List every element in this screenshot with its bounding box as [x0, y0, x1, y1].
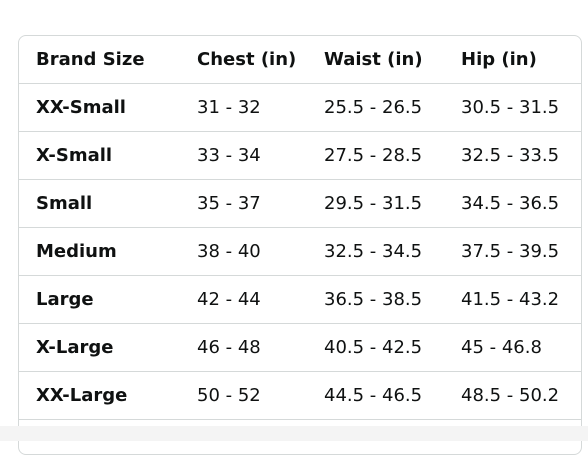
measure-cell: 48.5 - 50.2 [461, 371, 581, 420]
size-name-cell: Small [19, 179, 197, 228]
bottom-strip [0, 426, 588, 441]
header-row: Brand Size Chest (in) Waist (in) Hip (in) [19, 36, 581, 84]
page: Brand Size Chest (in) Waist (in) Hip (in) X… [0, 35, 588, 455]
measure-cell: 46 - 48 [197, 323, 324, 372]
table-row: Medium 38 - 40 32.5 - 34.5 37.5 - 39.5 [19, 227, 581, 276]
measure-cell: 45 - 46.8 [461, 323, 581, 372]
header-cell: Waist (in) [324, 36, 461, 84]
size-name-cell: Medium [19, 227, 197, 276]
table-header: Brand Size Chest (in) Waist (in) Hip (in) [19, 36, 581, 84]
measure-cell: 35 - 37 [197, 179, 324, 228]
measure-cell: 34.5 - 36.5 [461, 179, 581, 228]
header-cell: Brand Size [19, 36, 197, 84]
size-name-cell: Large [19, 275, 197, 324]
measure-cell: 41.5 - 43.2 [461, 275, 581, 324]
measure-cell: 50 - 52 [197, 371, 324, 420]
table-row: Small 35 - 37 29.5 - 31.5 34.5 - 36.5 [19, 179, 581, 228]
measure-cell: 42 - 44 [197, 275, 324, 324]
measure-cell: 29.5 - 31.5 [324, 179, 461, 228]
size-table: Brand Size Chest (in) Waist (in) Hip (in) X… [19, 36, 581, 420]
measure-cell: 25.5 - 26.5 [324, 83, 461, 132]
measure-cell: 40.5 - 42.5 [324, 323, 461, 372]
measure-cell: 32.5 - 33.5 [461, 131, 581, 180]
measure-cell: 38 - 40 [197, 227, 324, 276]
size-name-cell: X-Small [19, 131, 197, 180]
size-name-cell: XX-Small [19, 83, 197, 132]
measure-cell: 31 - 32 [197, 83, 324, 132]
measure-cell: 44.5 - 46.5 [324, 371, 461, 420]
size-table-card: Brand Size Chest (in) Waist (in) Hip (in) X… [18, 35, 582, 455]
measure-cell: 27.5 - 28.5 [324, 131, 461, 180]
table-body: XX-Small 31 - 32 25.5 - 26.5 30.5 - 31.5 X-S… [19, 83, 581, 420]
table-row: X-Small 33 - 34 27.5 - 28.5 32.5 - 33.5 [19, 131, 581, 180]
measure-cell: 37.5 - 39.5 [461, 227, 581, 276]
measure-cell: 32.5 - 34.5 [324, 227, 461, 276]
table-row: Large 42 - 44 36.5 - 38.5 41.5 - 43.2 [19, 275, 581, 324]
size-name-cell: X-Large [19, 323, 197, 372]
table-row: XX-Small 31 - 32 25.5 - 26.5 30.5 - 31.5 [19, 83, 581, 132]
header-cell: Chest (in) [197, 36, 324, 84]
header-cell: Hip (in) [461, 36, 581, 84]
measure-cell: 30.5 - 31.5 [461, 83, 581, 132]
measure-cell: 36.5 - 38.5 [324, 275, 461, 324]
size-name-cell: XX-Large [19, 371, 197, 420]
table-row: XX-Large 50 - 52 44.5 - 46.5 48.5 - 50.2 [19, 371, 581, 420]
table-row: X-Large 46 - 48 40.5 - 42.5 45 - 46.8 [19, 323, 581, 372]
measure-cell: 33 - 34 [197, 131, 324, 180]
